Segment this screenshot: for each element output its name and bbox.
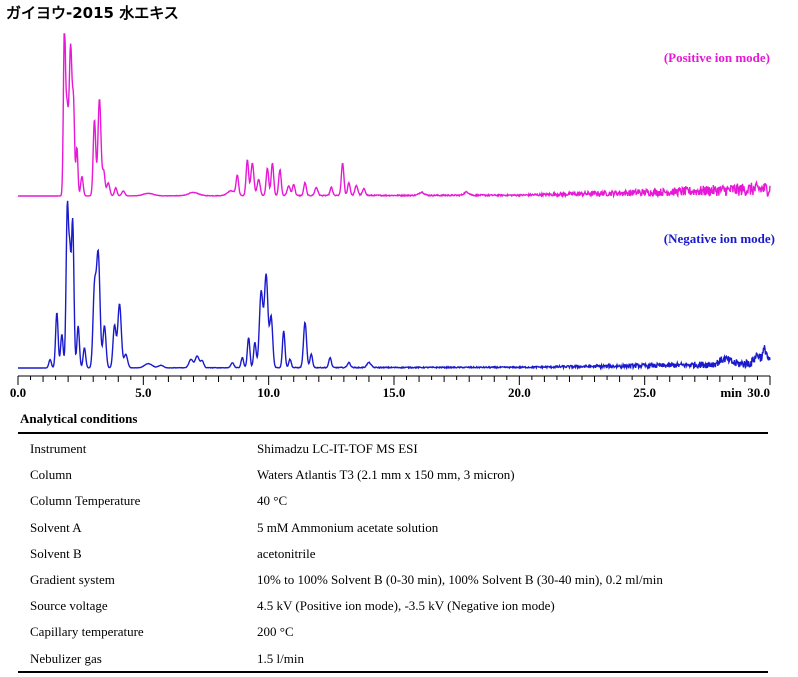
condition-label: Source voltage (30, 598, 108, 614)
table-bottom-rule (18, 671, 768, 673)
table-row: Column Waters Atlantis T3 (2.1 mm x 150 … (18, 462, 768, 488)
x-tick-label: 10.0 (257, 385, 280, 400)
table-row: Source voltage 4.5 kV (Positive ion mode… (18, 593, 768, 619)
condition-label: Capillary temperature (30, 624, 144, 640)
x-tick-label: 30.0 (747, 385, 770, 400)
table-row: Solvent B acetonitrile (18, 541, 768, 567)
condition-value: Waters Atlantis T3 (2.1 mm x 150 mm, 3 m… (257, 467, 515, 483)
condition-label: Gradient system (30, 572, 115, 588)
series-label: (Negative ion mode) (664, 231, 775, 246)
x-tick-label: 15.0 (383, 385, 406, 400)
x-tick-label: 5.0 (135, 385, 151, 400)
series-line (18, 33, 771, 199)
condition-label: Instrument (30, 441, 87, 457)
condition-value: 10% to 100% Solvent B (0-30 min), 100% S… (257, 572, 663, 588)
table-row: Solvent A 5 mM Ammonium acetate solution (18, 515, 768, 541)
table-row: Gradient system 10% to 100% Solvent B (0… (18, 567, 768, 593)
condition-label: Solvent A (30, 519, 82, 535)
condition-value: 1.5 l/min (257, 650, 304, 666)
condition-value: acetonitrile (257, 545, 316, 561)
table-row: Instrument Shimadzu LC-IT-TOF MS ESI (18, 436, 768, 462)
condition-label: Solvent B (30, 545, 82, 561)
x-tick-label: 25.0 (633, 385, 656, 400)
condition-value: Shimadzu LC-IT-TOF MS ESI (257, 441, 418, 457)
series-label: (Positive ion mode) (664, 50, 770, 65)
conditions-table: Instrument Shimadzu LC-IT-TOF MS ESI Col… (18, 436, 768, 672)
condition-label: Nebulizer gas (30, 650, 102, 666)
x-axis-label: min (720, 385, 742, 400)
condition-label: Column Temperature (30, 493, 141, 509)
chromatogram-plot: (Positive ion mode) (Negative ion mode) 0.… (10, 33, 775, 400)
table-row: Nebulizer gas 1.5 l/min (18, 646, 768, 672)
x-tick-label: 20.0 (508, 385, 531, 400)
condition-label: Column (30, 467, 72, 483)
table-row: Column Temperature 40 °C (18, 488, 768, 514)
condition-value: 4.5 kV (Positive ion mode), -3.5 kV (Neg… (257, 598, 555, 614)
conditions-title: Analytical conditions (20, 411, 138, 426)
condition-value: 5 mM Ammonium acetate solution (257, 519, 439, 535)
table-top-rule (18, 432, 768, 434)
condition-value: 200 °C (257, 624, 294, 640)
condition-value: 40 °C (257, 493, 288, 509)
table-row: Capillary temperature 200 °C (18, 619, 768, 645)
x-tick-label: 0.0 (10, 385, 26, 400)
series-line (18, 200, 771, 371)
chart-title: ガイヨウ-2015 水エキス (6, 4, 179, 22)
